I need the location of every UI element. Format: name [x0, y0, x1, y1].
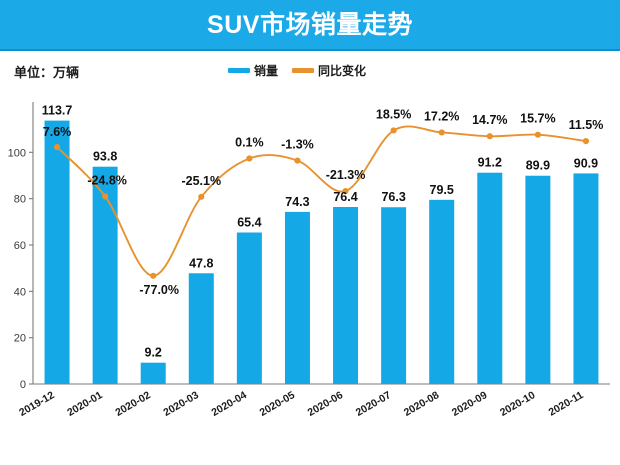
line-labels-group: 7.6% -24.8% -77.0% -25.1% 0.1% -1.3% -21.3% 18.… [43, 107, 604, 296]
line-value-label: 15.7% [520, 112, 555, 126]
x-axis-category-label: 2019-12 [17, 389, 57, 419]
bar-value-label: 89.9 [526, 159, 550, 173]
bar [236, 232, 262, 384]
y-axis-tick-label: 20 [14, 333, 26, 345]
line-data-point [150, 272, 157, 279]
y-axis-tick-label: 100 [8, 147, 26, 159]
x-axis-category-label: 2020-07 [354, 389, 394, 419]
x-axis-category-label: 2020-11 [547, 389, 586, 418]
x-axis-category-label: 2020-09 [450, 389, 490, 419]
chart-legend: 销量 同比变化 [228, 62, 366, 79]
bar-value-label: 113.7 [42, 104, 73, 118]
line-value-label: 17.2% [424, 109, 459, 123]
bar-value-label: 91.2 [478, 156, 502, 170]
line-data-point [582, 138, 590, 145]
line-data-point [53, 143, 61, 151]
line-value-label: 7.6% [43, 125, 72, 139]
plot-area: 0 20 40 60 80 100 113.7 93.8 9.2 47.8 65.4 74.3 76.… [0, 88, 620, 465]
x-axis-category-label: 2020-02 [113, 389, 153, 419]
legend-item-sales: 销量 [228, 62, 278, 79]
line-data-point [246, 155, 253, 162]
bar-value-label: 76.4 [333, 190, 357, 204]
bar-value-label: 74.3 [285, 195, 309, 209]
category-labels-group: 2019-12 2020-01 2020-02 2020-03 2020-04 2020-… [17, 389, 585, 419]
x-axis-category-label: 2020-08 [402, 389, 442, 419]
bar-value-label: 65.4 [237, 215, 261, 229]
legend-label-sales: 销量 [254, 64, 279, 78]
bar [44, 120, 70, 384]
page-title: SUV市场销量走势 [207, 11, 413, 39]
bar [284, 211, 310, 384]
line-data-point [102, 193, 109, 200]
bars-group [44, 120, 599, 384]
bar [381, 207, 407, 384]
line-value-label: -21.3% [326, 168, 366, 182]
line-value-label: -25.1% [181, 174, 221, 188]
bar [188, 273, 214, 384]
bar-value-label: 79.5 [430, 183, 454, 197]
line-data-point [342, 187, 349, 195]
x-axis-category-label: 2020-05 [258, 389, 298, 419]
x-axis-category-label: 2020-03 [161, 389, 201, 419]
line-series-group [53, 125, 590, 279]
line-value-label: 14.7% [472, 113, 507, 127]
line-data-point [198, 193, 205, 200]
x-axis-category-label: 2020-04 [209, 389, 249, 419]
line-value-label: 18.5% [376, 107, 411, 121]
legend-label-yoy: 同比变化 [318, 64, 367, 78]
bar [92, 166, 118, 384]
x-axis-category-label: 2020-06 [306, 389, 346, 419]
chart-header-bar: SUV市场销量走势 [0, 0, 620, 51]
bar-value-label: 76.3 [381, 190, 405, 204]
line-value-label: 0.1% [235, 135, 264, 149]
x-axis-category-label: 2020-10 [498, 389, 538, 419]
line-data-point [390, 127, 397, 134]
y-axis-tick-label: 0 [20, 379, 26, 391]
line-data-point [486, 133, 493, 140]
legend-item-yoy: 同比变化 [292, 62, 366, 79]
bar [477, 172, 503, 384]
bar [429, 199, 455, 384]
line-series-path [56, 125, 587, 277]
line-data-point [294, 157, 301, 164]
x-axis-category-label: 2020-01 [65, 389, 105, 419]
bar [333, 207, 359, 384]
bar [525, 175, 551, 384]
line-data-point [534, 131, 541, 138]
chart-svg: 0 20 40 60 80 100 113.7 93.8 9.2 47.8 65.4 74.3 76.… [8, 102, 610, 419]
unit-label: 单位：万辆 [14, 65, 80, 80]
bar [140, 362, 166, 384]
line-value-label: -77.0% [139, 283, 179, 297]
y-axis-tick-label: 80 [14, 194, 26, 206]
line-data-point [438, 129, 445, 136]
legend-swatch-line [292, 68, 315, 73]
bar [573, 173, 599, 384]
bar-value-label: 9.2 [145, 346, 162, 360]
bar-labels-group: 113.7 93.8 9.2 47.8 65.4 74.3 76.4 76.3 79.5 91.2… [42, 104, 598, 360]
line-value-label: -1.3% [281, 138, 314, 152]
y-axis-tick-label: 60 [14, 240, 26, 252]
bar-value-label: 47.8 [189, 256, 213, 270]
legend-swatch-bar [228, 68, 250, 73]
axes-group: 0 20 40 60 80 100 [8, 102, 610, 391]
bar-value-label: 93.8 [93, 150, 117, 164]
bar-value-label: 90.9 [574, 156, 598, 170]
y-axis-tick-label: 40 [14, 286, 26, 298]
line-value-label: -24.8% [87, 173, 127, 187]
line-value-label: 11.5% [569, 118, 604, 132]
